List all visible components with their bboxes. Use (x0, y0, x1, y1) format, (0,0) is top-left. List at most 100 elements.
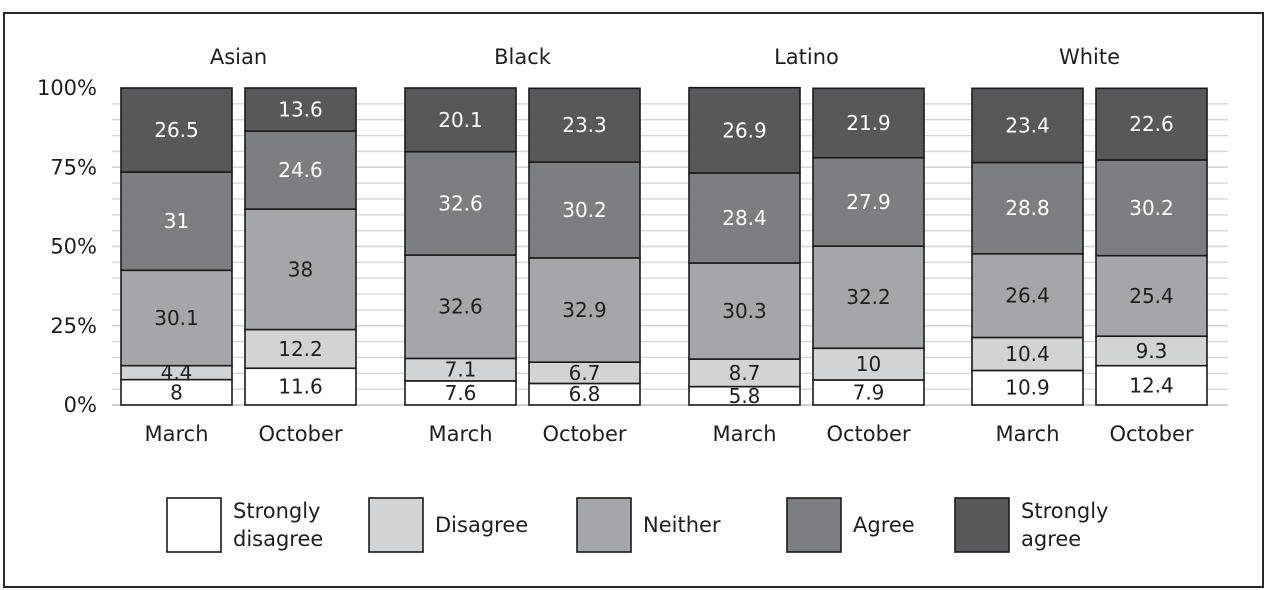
x-tick-label: October (542, 422, 626, 446)
legend-swatch (786, 497, 842, 553)
data-label: 20.1 (438, 108, 483, 132)
data-label: 9.3 (1136, 339, 1168, 363)
bar-segment (688, 172, 801, 264)
bar-segment (244, 367, 357, 406)
bar-segment (404, 254, 517, 360)
bar-segment (244, 130, 357, 210)
legend-swatch (576, 497, 632, 553)
data-label: 32.9 (562, 298, 607, 322)
data-label: 28.8 (1005, 196, 1050, 220)
legend-swatch (954, 497, 1010, 553)
x-tick-label: October (826, 422, 910, 446)
x-tick-label: March (712, 422, 776, 446)
bar-segment (971, 252, 1084, 339)
bar-segment (120, 378, 233, 406)
data-label: 6.8 (569, 382, 601, 406)
data-label: 23.3 (562, 113, 607, 137)
bar-segment (528, 257, 641, 364)
data-label: 7.6 (445, 381, 477, 405)
data-label: 26.9 (722, 118, 767, 142)
data-label: 22.6 (1129, 112, 1174, 136)
data-label: 26.5 (154, 118, 199, 142)
data-label: 30.1 (154, 306, 199, 330)
bar-segment (1095, 335, 1208, 367)
data-label: 25.4 (1129, 284, 1174, 308)
data-label: 23.4 (1005, 113, 1050, 137)
data-label: 11.6 (278, 375, 323, 399)
legend-label: Neither (643, 513, 721, 537)
data-label: 10.4 (1005, 342, 1050, 366)
x-tick-label: March (144, 422, 208, 446)
data-label: 27.9 (846, 190, 891, 214)
data-label: 32.2 (846, 285, 891, 309)
data-label: 30.2 (1129, 196, 1174, 220)
bar-segment (404, 87, 517, 153)
data-label: 32.6 (438, 191, 483, 215)
x-tick-label: March (995, 422, 1059, 446)
bar-segment (120, 171, 233, 272)
data-label: 21.9 (846, 111, 891, 135)
data-label: 32.6 (438, 295, 483, 319)
data-label: 6.7 (569, 361, 601, 385)
bar-segment (812, 156, 925, 247)
y-tick-label: 75% (50, 155, 97, 179)
bar-segment (120, 87, 233, 173)
legend-label: Strongly (233, 499, 321, 523)
data-label: 28.4 (722, 206, 767, 230)
data-label: 10 (856, 352, 881, 376)
legend-label: agree (1021, 527, 1081, 551)
data-label: 10.9 (1005, 376, 1050, 400)
data-label: 30.3 (722, 299, 767, 323)
data-label: 24.6 (278, 158, 323, 182)
y-tick-label: 0% (64, 393, 97, 417)
bar-segment (404, 380, 517, 406)
bar-segment (688, 86, 801, 174)
legend-label: Strongly (1021, 499, 1109, 523)
data-label: 38 (288, 257, 313, 281)
legend-swatch (368, 497, 424, 553)
bar-segment (1095, 364, 1208, 406)
bar-segment (404, 150, 517, 256)
group-title: Asian (210, 45, 267, 69)
group-title: Black (494, 45, 552, 69)
x-tick-label: October (258, 422, 342, 446)
bar-segment (971, 336, 1084, 372)
bar-segment (1095, 254, 1208, 338)
y-tick-label: 50% (50, 235, 97, 259)
data-label: 13.6 (278, 98, 323, 122)
data-label: 12.4 (1129, 373, 1174, 397)
bar-segment (528, 87, 641, 163)
data-label: 31 (164, 209, 189, 233)
data-label: 5.8 (729, 384, 761, 408)
bar-segment (244, 208, 357, 331)
group-title: Latino (774, 45, 839, 69)
bar-segment (244, 87, 357, 132)
data-label: 30.2 (562, 198, 607, 222)
y-tick-label: 100% (37, 76, 97, 100)
data-label: 26.4 (1005, 284, 1050, 308)
bar-segment (1095, 159, 1208, 257)
group-title: White (1059, 45, 1120, 69)
legend-label: disagree (233, 527, 323, 551)
bar-segment (1095, 87, 1208, 161)
bar-segment (812, 87, 925, 159)
data-label: 7.1 (445, 358, 477, 382)
x-tick-label: October (1109, 422, 1193, 446)
bar-segment (688, 358, 801, 388)
bar-segment (120, 269, 233, 367)
data-label: 8.7 (729, 361, 761, 385)
legend-swatch (166, 497, 222, 553)
y-tick-label: 25% (50, 314, 97, 338)
legend-label: Disagree (435, 513, 528, 537)
x-tick-label: March (428, 422, 492, 446)
bar-segment (528, 161, 641, 259)
bar-segment (971, 161, 1084, 255)
data-label: 7.9 (853, 380, 885, 404)
data-label: 8 (170, 380, 183, 404)
bar-segment (688, 262, 801, 360)
bar-segment (971, 87, 1084, 164)
data-label: 12.2 (278, 337, 323, 361)
bar-segment (971, 369, 1084, 406)
legend-label: Agree (853, 513, 915, 537)
